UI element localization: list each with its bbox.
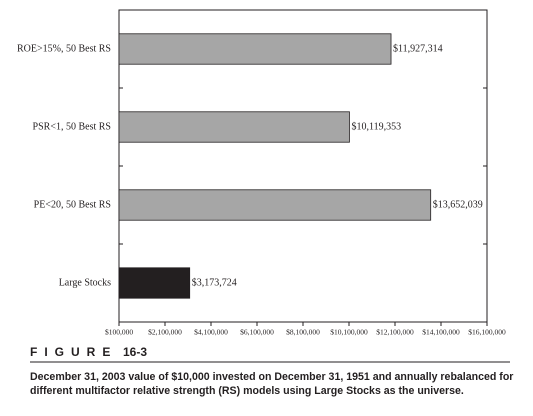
data-label: $11,927,314: [393, 43, 443, 54]
x-tick-label: $10,100,000: [330, 328, 368, 337]
x-tick-label: $2,100,000: [148, 328, 182, 337]
data-label: $3,173,724: [192, 277, 237, 288]
x-tick-label: $4,100,000: [194, 328, 228, 337]
bar: [118, 267, 191, 299]
data-label: $10,119,353: [351, 121, 401, 132]
figure-number: 16-3: [123, 345, 147, 359]
x-tick-label: $14,100,000: [422, 328, 460, 337]
bar: [118, 33, 392, 65]
data-label: $13,652,039: [433, 199, 483, 210]
x-tick-label: $100,000: [105, 328, 133, 337]
y-tick-label: PSR<1, 50 Best RS: [33, 121, 111, 132]
y-tick-label: ROE>15%, 50 Best RS: [17, 43, 111, 54]
x-tick-label: $12,100,000: [376, 328, 414, 337]
y-tick-label: Large Stocks: [59, 277, 111, 288]
caption-line: different multifactor relative strength …: [30, 385, 464, 397]
figure-label: FIGURE: [30, 345, 117, 359]
x-tick-label: $6,100,000: [240, 328, 274, 337]
bar: [118, 189, 432, 221]
x-tick-label: $8,100,000: [286, 328, 320, 337]
caption-line: December 31, 2003 value of $10,000 inves…: [30, 371, 513, 383]
x-tick-label: $16,100,000: [468, 328, 506, 337]
bar: [118, 111, 350, 143]
y-tick-label: PE<20, 50 Best RS: [34, 199, 111, 210]
